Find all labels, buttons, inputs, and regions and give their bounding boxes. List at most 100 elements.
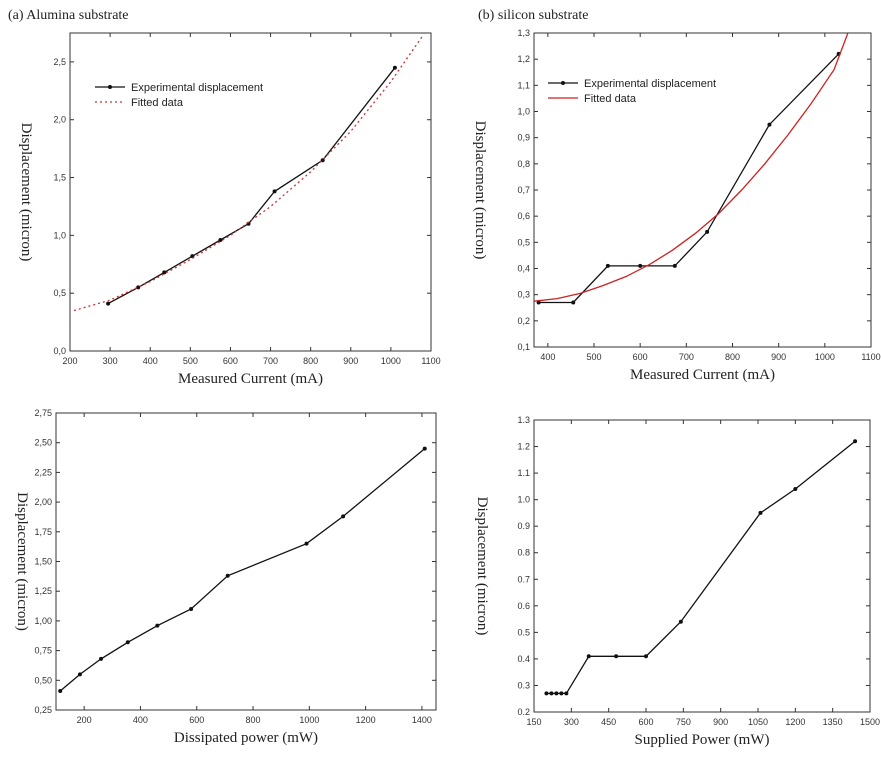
y-tick-label: 1,00	[34, 616, 52, 626]
legend-marker	[561, 81, 565, 85]
data-point	[638, 263, 643, 268]
y-tick-label: 1,0	[517, 107, 530, 117]
data-point	[549, 691, 554, 696]
y-axis-label: Displacement (micron)	[14, 492, 30, 631]
data-point	[586, 654, 591, 659]
chart-b-top: 400 500 600 700 800 900 1000 1100 0,1 0,2 0,3 0,4 0,…	[472, 28, 881, 383]
x-tick-label: 300	[564, 717, 579, 727]
y-tick-label: 0,3	[517, 290, 530, 300]
x-tick-label: 750	[676, 717, 691, 727]
legend-label: Fitted data	[584, 93, 637, 105]
y-tick-label: 0,25	[34, 705, 52, 715]
x-axis-label: Measured Current (mA)	[630, 367, 775, 383]
y-tick-label: 0.6	[517, 601, 530, 611]
data-point	[99, 656, 104, 661]
x-tick-label: 800	[303, 356, 318, 366]
y-tick-label: 1.3	[517, 415, 530, 425]
y-tick-label: 0.4	[517, 654, 530, 664]
data-point	[793, 487, 798, 492]
data-point	[605, 263, 610, 268]
data-point	[218, 237, 223, 242]
x-axis-label: Supplied Power (mW)	[635, 732, 770, 748]
data-point	[189, 607, 194, 612]
y-tick-label: 2,0	[53, 115, 66, 125]
chart-b-bottom: 150 300 450 600 750 900 1050 1200 1350 1500 0.2 0.3…	[474, 415, 880, 748]
chart-a-bottom: 200 400 600 800 1000 1200 1400 0,25 0,50 0,75 1,00…	[14, 408, 437, 746]
x-tick-label: 900	[343, 356, 358, 366]
data-point	[544, 691, 549, 696]
y-tick-label: 0,50	[34, 675, 52, 685]
y-tick-label: 0,2	[517, 316, 530, 326]
x-tick-label: 700	[679, 352, 694, 362]
x-tick-label: 200	[62, 356, 77, 366]
y-tick-label: 0.3	[517, 680, 530, 690]
y-tick-label: 1.1	[517, 468, 530, 478]
y-tick-label: 2,50	[34, 438, 52, 448]
data-point	[559, 691, 564, 696]
y-tick-label: 1,1	[517, 80, 530, 90]
x-tick-label: 400	[133, 715, 148, 725]
x-tick-label: 300	[103, 356, 118, 366]
x-tick-label: 400	[143, 356, 158, 366]
y-tick-label: 2,5	[53, 57, 66, 67]
y-tick-label: 2,00	[34, 497, 52, 507]
legend-label: Fitted data	[131, 97, 184, 109]
x-tick-label: 450	[601, 717, 616, 727]
x-tick-label: 600	[638, 717, 653, 727]
y-tick-label: 0,7	[517, 185, 530, 195]
legend-marker	[108, 85, 112, 89]
x-tick-label: 600	[223, 356, 238, 366]
data-point	[614, 654, 619, 659]
x-tick-label: 1100	[861, 352, 880, 362]
y-tick-label: 2,75	[34, 408, 52, 418]
data-point	[571, 300, 576, 305]
x-tick-label: 500	[586, 352, 601, 362]
data-point	[392, 65, 397, 70]
x-tick-label: 1000	[381, 356, 401, 366]
y-tick-label: 0,4	[517, 264, 530, 274]
x-axis-label: Measured Current (mA)	[178, 371, 323, 387]
x-tick-label: 900	[713, 717, 728, 727]
y-tick-label: 2,25	[34, 467, 52, 477]
x-tick-label: 400	[540, 352, 555, 362]
data-point	[155, 623, 160, 628]
x-tick-label: 1400	[412, 715, 432, 725]
y-tick-label: 0,9	[517, 133, 530, 143]
series-line-0	[546, 440, 856, 695]
y-tick-label: 1.0	[517, 495, 530, 505]
data-point	[77, 672, 82, 677]
x-tick-label: 1500	[860, 717, 880, 727]
x-tick-label: 600	[633, 352, 648, 362]
data-point	[225, 573, 230, 578]
y-tick-label: 0,8	[517, 159, 530, 169]
data-point	[536, 300, 541, 305]
x-tick-label: 1000	[815, 352, 835, 362]
plot-frame	[69, 32, 432, 352]
data-point	[422, 446, 427, 451]
data-point	[272, 189, 277, 194]
series-line-0	[59, 448, 426, 692]
y-tick-label: 1,25	[34, 586, 52, 596]
data-point	[672, 263, 677, 268]
y-tick-label: 0.2	[517, 707, 530, 717]
data-point	[162, 270, 167, 275]
x-tick-label: 600	[189, 715, 204, 725]
data-point	[125, 640, 130, 645]
plot-frame	[55, 412, 437, 711]
data-point	[705, 229, 710, 234]
y-tick-label: 0.7	[517, 574, 530, 584]
y-axis-label: Displacement (micron)	[474, 497, 490, 636]
data-point	[304, 541, 309, 546]
y-tick-label: 1,3	[517, 28, 530, 38]
x-tick-label: 1000	[299, 715, 319, 725]
y-tick-label: 1,2	[517, 54, 530, 64]
data-point	[58, 688, 63, 693]
y-tick-label: 0.8	[517, 548, 530, 558]
x-tick-label: 200	[77, 715, 92, 725]
data-point	[564, 691, 569, 696]
y-tick-label: 1,5	[53, 173, 66, 183]
x-tick-label: 150	[526, 717, 541, 727]
y-tick-label: 0,1	[517, 342, 530, 352]
data-point	[136, 285, 141, 290]
